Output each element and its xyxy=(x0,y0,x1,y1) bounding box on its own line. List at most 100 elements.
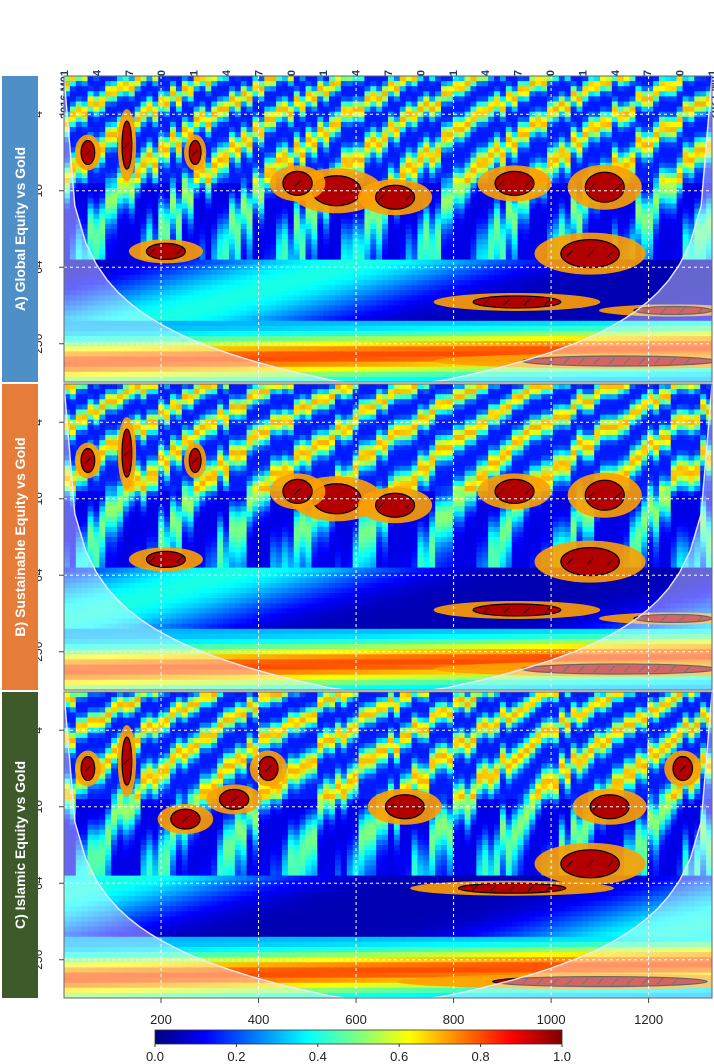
phase-arrow xyxy=(536,978,544,985)
phase-arrow xyxy=(482,298,490,306)
phase-arrow xyxy=(230,796,238,803)
phase-arrow xyxy=(684,357,691,365)
phase-arrow xyxy=(294,488,301,495)
x-axis: 200 400 600 800 1000 1200 xyxy=(150,998,663,1027)
phase-arrow xyxy=(378,501,385,509)
phase-arrow xyxy=(294,180,301,187)
phase-arrow xyxy=(562,357,570,365)
phase-arrow xyxy=(656,978,664,985)
phase-arrow xyxy=(123,141,131,149)
phase-arrow xyxy=(84,457,92,464)
significant-region xyxy=(472,603,562,617)
phase-arrow xyxy=(626,978,634,985)
phase-arrow xyxy=(123,449,131,457)
phase-arrow xyxy=(508,884,516,892)
phase-arrow xyxy=(547,357,555,365)
phase-arrow xyxy=(405,193,413,201)
panel-title: A) Global Equity vs Gold xyxy=(12,147,28,311)
colorbar-scale xyxy=(154,1029,563,1045)
cone-of-influence xyxy=(64,692,712,998)
phase-arrow xyxy=(521,978,529,985)
panel-tab xyxy=(2,384,38,690)
phase-arrow xyxy=(615,491,622,499)
phase-arrow xyxy=(176,248,183,255)
significant-region xyxy=(472,295,562,309)
x-tick-label: 600 xyxy=(345,1012,367,1027)
significant-region xyxy=(494,478,535,504)
significant-region xyxy=(584,479,625,511)
phase-arrow xyxy=(641,978,649,985)
phase-arrow xyxy=(191,149,199,156)
phase-arrow xyxy=(497,180,505,187)
colorbar-tick-label: 0.6 xyxy=(390,1049,408,1064)
panel-title: B) Sustainable Equity vs Gold xyxy=(12,437,28,636)
phase-arrow xyxy=(586,558,594,565)
phase-arrow xyxy=(678,615,686,622)
phase-arrow xyxy=(497,488,505,495)
phase-arrow xyxy=(696,615,704,622)
phase-arrow xyxy=(581,978,589,985)
phase-arrow xyxy=(503,298,511,306)
phase-arrow xyxy=(638,357,646,365)
phase-arrow xyxy=(607,860,614,868)
phase-arrow xyxy=(611,978,619,985)
phase-arrow xyxy=(592,803,600,811)
phase-arrow xyxy=(523,298,531,306)
x-tick-label: 1000 xyxy=(537,1012,566,1027)
panel-title: C) Islamic Equity vs Gold xyxy=(12,761,28,929)
phase-arrow xyxy=(638,665,646,673)
phase-arrow xyxy=(562,665,570,673)
phase-arrow xyxy=(586,860,594,868)
phase-arrow xyxy=(586,250,594,257)
x-tick-label: 800 xyxy=(443,1012,465,1027)
phase-arrow xyxy=(547,665,555,673)
panels: 41664256A) Global Equity vs Gold41664256… xyxy=(2,75,713,999)
phase-arrow xyxy=(608,665,616,673)
cone-of-influence-shade xyxy=(64,692,712,998)
phase-arrow xyxy=(176,556,183,563)
phase-arrow xyxy=(182,815,189,823)
significant-region xyxy=(374,492,416,518)
phase-arrow xyxy=(378,193,385,201)
phase-arrow xyxy=(669,665,676,673)
phase-arrow xyxy=(623,665,631,673)
phase-arrow xyxy=(264,765,272,772)
phase-arrow xyxy=(524,488,532,495)
colorbar-tick-label: 0.0 xyxy=(146,1049,164,1064)
phase-arrow xyxy=(593,665,600,673)
phase-arrow xyxy=(623,357,631,365)
phase-arrow xyxy=(608,357,616,365)
phase-arrow xyxy=(578,357,585,365)
panel-frame xyxy=(63,691,713,999)
panel-frame xyxy=(63,75,713,383)
cone-of-influence xyxy=(64,76,712,382)
phase-arrow xyxy=(660,615,668,622)
panel-1: 41664256A) Global Equity vs Gold xyxy=(2,75,713,383)
x-tick-label: 400 xyxy=(248,1012,270,1027)
phase-arrow xyxy=(148,556,156,563)
phase-arrow xyxy=(642,307,650,314)
phase-arrow xyxy=(523,606,531,614)
phase-arrow xyxy=(696,307,704,314)
phase-arrow xyxy=(642,615,650,622)
phase-arrow xyxy=(653,357,661,365)
phase-arrow xyxy=(678,307,686,314)
phase-arrow xyxy=(566,860,573,868)
colorbar-tick-label: 0.8 xyxy=(472,1049,490,1064)
significant-region xyxy=(494,170,535,196)
phase-arrow xyxy=(669,357,676,365)
phase-arrow xyxy=(191,457,199,464)
significant-region xyxy=(145,242,187,260)
phase-arrow xyxy=(679,765,687,772)
phase-arrow xyxy=(471,884,478,892)
phase-arrow xyxy=(660,307,668,314)
significant-region xyxy=(374,184,416,210)
phase-arrow xyxy=(405,501,413,509)
panel-tab xyxy=(2,692,38,998)
phase-arrow xyxy=(544,298,552,306)
cone-of-influence xyxy=(64,384,712,690)
x-tick-label: 1200 xyxy=(634,1012,663,1027)
panel-2: 41664256B) Sustainable Equity vs Gold xyxy=(2,383,713,691)
phase-arrow xyxy=(123,757,131,765)
